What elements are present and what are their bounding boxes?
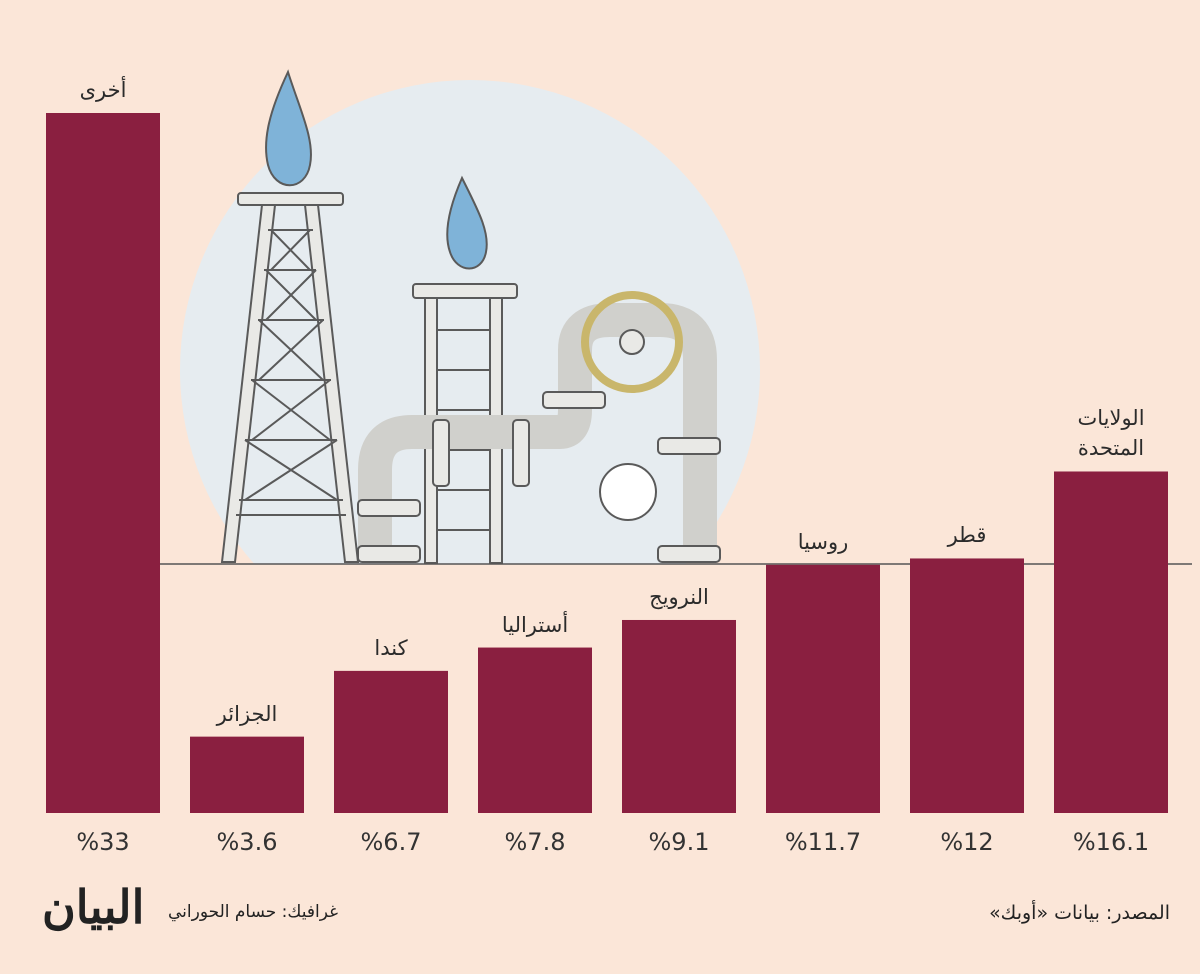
value-label: %12 (940, 828, 994, 856)
value-label: %9.1 (648, 828, 710, 856)
category-label: الجزائر (216, 701, 278, 726)
bar (766, 564, 880, 813)
value-label: %6.7 (360, 828, 422, 856)
bar (478, 647, 592, 813)
value-label: %16.1 (1072, 828, 1150, 856)
category-label: الولايات المتحدة (1077, 406, 1145, 461)
category-label: النرويج (649, 584, 709, 609)
category-label: أستراليا (501, 612, 569, 637)
bar (190, 736, 304, 813)
bar (622, 619, 736, 813)
credit: غرافيك: حسام الحوراني (168, 902, 338, 922)
category-label: روسيا (797, 529, 849, 554)
bar (334, 670, 448, 813)
value-label: %11.7 (784, 828, 862, 856)
value-label: %3.6 (216, 828, 278, 856)
category-label: قطر (947, 523, 987, 548)
category-label: كندا (374, 635, 408, 660)
illustration (180, 69, 760, 564)
value-label: %7.8 (504, 828, 566, 856)
bar (910, 558, 1024, 813)
bar (46, 113, 160, 813)
source: المصدر: بيانات «أوبك» (989, 902, 1170, 924)
category-label: أخرى (79, 78, 127, 102)
bar (1054, 471, 1168, 813)
logo: البيان (42, 880, 145, 934)
value-label: %33 (76, 828, 130, 856)
